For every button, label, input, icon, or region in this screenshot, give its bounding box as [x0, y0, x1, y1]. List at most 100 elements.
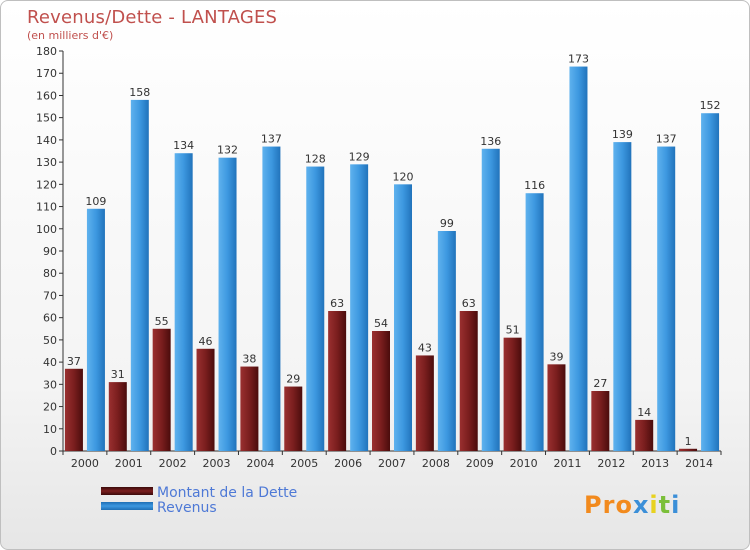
bar-debt	[196, 348, 215, 451]
data-label-revenue: 116	[524, 179, 545, 192]
bar-debt	[64, 368, 83, 451]
legend-swatch-debt	[101, 487, 153, 495]
bar-debt	[679, 448, 698, 451]
y-tick-label: 50	[43, 334, 57, 347]
logo-letter: P	[584, 491, 603, 519]
bar-revenue	[481, 148, 500, 451]
data-label-revenue: 109	[85, 195, 106, 208]
x-tick-label: 2000	[71, 457, 99, 470]
data-label-debt: 39	[549, 350, 563, 363]
bar-revenue	[130, 99, 149, 451]
logo-letter: o	[615, 491, 633, 519]
x-tick-label: 2014	[685, 457, 713, 470]
data-label-revenue: 158	[129, 86, 150, 99]
y-tick-label: 150	[36, 112, 57, 125]
y-tick-label: 90	[43, 245, 57, 258]
x-tick-label: 2006	[334, 457, 362, 470]
data-label-debt: 1	[685, 435, 692, 448]
bar-debt	[284, 386, 303, 451]
bar-revenue	[350, 164, 369, 452]
bar-revenue	[701, 113, 720, 451]
bar-revenue	[569, 66, 588, 452]
data-label-revenue: 99	[440, 217, 454, 230]
x-tick-label: 2004	[246, 457, 274, 470]
data-label-debt: 27	[593, 377, 607, 390]
logo-letter: x	[632, 491, 650, 519]
bar-revenue	[218, 157, 237, 451]
logo-letter: t	[658, 491, 672, 519]
bar-debt	[328, 311, 347, 451]
bar-revenue	[657, 146, 676, 452]
y-tick-label: 30	[43, 378, 57, 391]
x-tick-label: 2013	[641, 457, 669, 470]
data-label-revenue: 134	[173, 139, 194, 152]
x-tick-label: 2003	[203, 457, 231, 470]
x-tick-label: 2008	[422, 457, 450, 470]
data-label-revenue: 173	[568, 53, 589, 66]
proxiti-logo: Proxiti	[584, 491, 680, 519]
data-label-debt: 29	[286, 373, 300, 386]
bar-revenue	[613, 142, 632, 451]
y-tick-label: 140	[36, 134, 57, 147]
data-label-debt: 46	[199, 335, 213, 348]
y-tick-label: 170	[36, 67, 57, 80]
data-label-debt: 54	[374, 317, 388, 330]
bar-debt	[152, 328, 171, 451]
data-label-revenue: 120	[393, 170, 414, 183]
bar-debt	[591, 391, 610, 451]
chart-subtitle: (en milliers d'€)	[27, 29, 114, 42]
data-label-revenue: 137	[656, 133, 677, 146]
bar-debt	[503, 337, 522, 451]
x-tick-label: 2011	[553, 457, 581, 470]
x-tick-label: 2002	[159, 457, 187, 470]
y-tick-label: 180	[36, 45, 57, 58]
data-label-revenue: 129	[349, 150, 370, 163]
data-label-debt: 51	[506, 324, 520, 337]
y-tick-label: 70	[43, 289, 57, 302]
data-label-debt: 63	[462, 297, 476, 310]
x-tick-label: 2001	[115, 457, 143, 470]
y-tick-label: 130	[36, 156, 57, 169]
data-label-revenue: 136	[480, 135, 501, 148]
y-tick-label: 110	[36, 201, 57, 214]
x-tick-label: 2010	[510, 457, 538, 470]
y-tick-label: 60	[43, 312, 57, 325]
logo-letter: i	[671, 491, 681, 519]
logo-letter: r	[602, 491, 616, 519]
y-tick-label: 20	[43, 401, 57, 414]
bar-revenue	[174, 153, 193, 451]
data-label-debt: 38	[242, 353, 256, 366]
bar-debt	[108, 382, 127, 451]
bar-debt	[415, 355, 434, 451]
data-label-debt: 14	[637, 406, 651, 419]
bar-debt	[372, 331, 390, 451]
chart-title: Revenus/Dette - LANTAGES	[27, 7, 278, 28]
x-tick-label: 2012	[597, 457, 625, 470]
bar-debt	[635, 419, 654, 451]
y-tick-label: 160	[36, 89, 57, 102]
data-label-revenue: 137	[261, 133, 282, 146]
data-label-debt: 43	[418, 341, 432, 354]
bar-revenue	[394, 184, 412, 452]
data-label-revenue: 128	[305, 153, 326, 166]
data-label-debt: 55	[155, 315, 169, 328]
x-tick-label: 2005	[290, 457, 318, 470]
data-label-revenue: 152	[700, 99, 721, 112]
bar-revenue	[306, 166, 325, 452]
legend-label-revenue: Revenus	[157, 500, 217, 516]
data-label-debt: 63	[330, 297, 344, 310]
y-tick-label: 100	[36, 223, 57, 236]
bar-revenue	[262, 146, 281, 452]
bar-revenue	[86, 208, 105, 451]
bar-revenue	[525, 193, 544, 451]
y-tick-label: 40	[43, 356, 57, 369]
legend-swatch-revenue	[101, 502, 153, 510]
bar-debt	[459, 311, 478, 451]
legend-label-debt: Montant de la Dette	[157, 485, 298, 501]
data-label-revenue: 132	[217, 144, 238, 157]
y-tick-label: 0	[50, 445, 57, 458]
data-label-debt: 31	[111, 368, 125, 381]
y-tick-label: 120	[36, 178, 57, 191]
